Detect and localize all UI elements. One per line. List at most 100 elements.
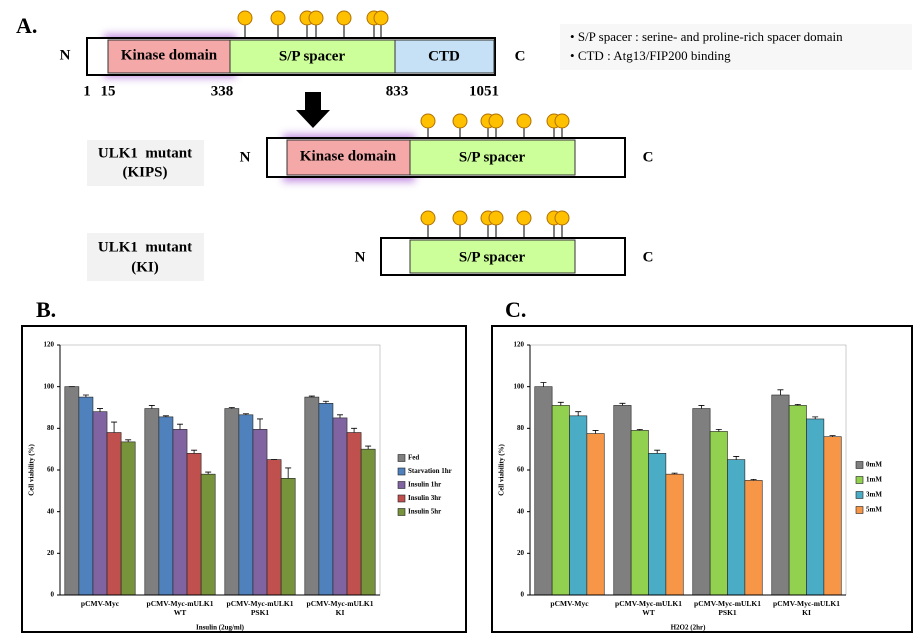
x-tick-label: pCMV-Myc-mULK1 PSK1 <box>694 599 761 617</box>
pin-head <box>420 113 436 129</box>
domain-label: S/P spacer <box>459 149 526 165</box>
legend-label: Insulin 5hr <box>408 508 441 516</box>
terminus: N <box>355 249 366 265</box>
label-box <box>87 233 204 281</box>
bar <box>648 453 667 596</box>
y-tick-label: 60 <box>517 466 525 474</box>
panel-label: A. <box>16 13 37 38</box>
terminus: C <box>515 48 526 64</box>
terminus: C <box>643 149 654 165</box>
y-tick-label: 60 <box>47 466 55 474</box>
y-tick-label: 40 <box>517 507 525 515</box>
bar <box>346 432 362 596</box>
panel-frame <box>491 325 913 633</box>
mutant-label: ULK1 mutant <box>98 145 192 161</box>
pin-head <box>420 210 436 226</box>
mutant-label: ULK1 mutant <box>98 239 192 255</box>
x-axis-label: Insulin (2ug/ml) <box>196 624 245 632</box>
error-bar <box>285 467 292 479</box>
y-tick-label: 20 <box>47 549 55 557</box>
y-axis-label: Cell viability (%) <box>498 443 506 495</box>
pin-head <box>237 10 253 26</box>
bar <box>266 459 282 596</box>
error-bar <box>111 421 118 433</box>
error-bar <box>191 449 198 454</box>
error-bar <box>654 449 661 454</box>
y-tick-label: 100 <box>44 382 55 390</box>
x-tick-label-box: pCMV-Myc-mULK1 PSK1 <box>227 599 294 617</box>
panel-frame <box>21 325 467 633</box>
error-bar <box>228 407 235 409</box>
bar <box>120 441 136 596</box>
bar <box>630 430 649 596</box>
x-tick-label-box: pCMV-Myc-mULK1 KI <box>307 599 374 617</box>
x-tick-label-box: pCMV-Myc-mULK1 PSK1 <box>694 599 761 617</box>
error-bar <box>619 402 626 406</box>
error-bar <box>592 430 599 434</box>
bar <box>238 414 254 596</box>
error-bar <box>337 414 343 418</box>
spacer-domain <box>409 239 576 274</box>
panel-label: B. <box>36 297 56 322</box>
y-tick-label: 100 <box>514 382 525 390</box>
error-bar <box>308 395 315 398</box>
legend-label: 1mM <box>866 476 882 484</box>
legend-swatch <box>397 481 406 489</box>
bar <box>280 478 296 596</box>
error-bar <box>829 435 836 437</box>
domain-label: S/P spacer <box>459 249 526 265</box>
x-tick-label: pCMV-Myc <box>550 599 589 608</box>
domain-label: CTD <box>428 48 460 64</box>
bar <box>806 418 825 596</box>
note: • S/P spacer : serine- and proline-rich … <box>570 29 843 44</box>
y-tick-label: 40 <box>47 507 55 515</box>
kinase-domain <box>107 39 231 74</box>
label-box <box>87 140 204 186</box>
terminus: C <box>643 249 654 265</box>
x-tick-label-box: pCMV-Myc-mULK1 WT <box>147 599 214 617</box>
position: 1 <box>83 83 91 99</box>
bar <box>106 432 122 596</box>
ctd-domain <box>394 39 495 74</box>
terminus: N <box>240 149 251 165</box>
bar <box>92 411 108 596</box>
legend-swatch <box>855 506 864 514</box>
bar <box>252 429 268 596</box>
pin-head <box>308 10 324 26</box>
error-bar <box>557 401 564 406</box>
bar <box>318 403 334 596</box>
error-bar <box>322 400 329 404</box>
bar <box>200 473 216 596</box>
note-text: S/P spacer : serine- and proline-rich sp… <box>578 29 843 44</box>
chart: B. 0 20 40 60 80 100 120 Cell viability (%) Insul… <box>28 297 452 632</box>
error-bar <box>715 428 722 432</box>
pin-head <box>373 10 389 26</box>
legend-label: 3mM <box>866 491 882 499</box>
bar <box>665 473 684 596</box>
error-bar <box>733 456 740 460</box>
bar <box>744 480 763 596</box>
error-bar <box>242 413 249 415</box>
x-tick-label: pCMV-Myc-mULK1 KI <box>773 599 840 617</box>
bar <box>823 436 842 596</box>
bar <box>360 448 376 596</box>
y-tick-label: 20 <box>517 549 525 557</box>
pin-head <box>488 113 504 129</box>
error-bar <box>365 445 372 450</box>
bar <box>64 386 80 596</box>
bar <box>224 408 240 596</box>
x-tick-label: pCMV-Myc <box>80 599 120 608</box>
bar <box>78 396 94 596</box>
bar <box>551 405 570 596</box>
mutant-label: (KI) <box>131 259 159 275</box>
pin-head <box>554 210 570 226</box>
pin-head <box>336 10 352 26</box>
y-tick-label: 0 <box>521 591 525 599</box>
error-bar <box>162 415 169 417</box>
legend-label: Insulin 1hr <box>408 481 441 489</box>
spacer-domain <box>409 139 576 176</box>
legend-label: Fed <box>408 454 419 462</box>
error-bar <box>575 411 582 416</box>
